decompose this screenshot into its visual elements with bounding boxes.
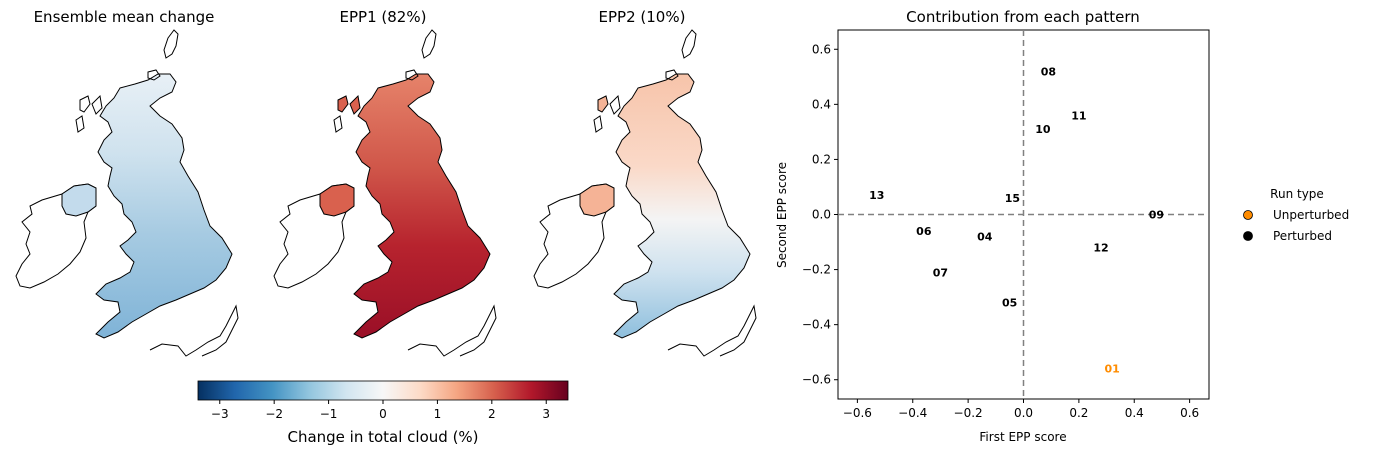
map-title: EPP2 (10%): [599, 8, 686, 26]
colorbar-gradient: [197, 380, 569, 401]
colorbar-tick-label: −3: [211, 407, 229, 421]
northern-ireland-region: [319, 183, 355, 217]
hebrides-outline: [79, 95, 91, 113]
map-epp1: EPP1 (82%): [273, 8, 497, 357]
hebrides-outline: [75, 115, 85, 133]
x-tick-label: 0.6: [1180, 406, 1199, 420]
scatter-plot: Contribution from each pattern −0.6 −0.4 −…: [775, 8, 1210, 444]
legend-marker: [1243, 210, 1253, 220]
hebrides-outline: [609, 95, 621, 115]
data-point-label: 01: [1104, 363, 1119, 376]
colorbar-tick-label: 1: [434, 407, 442, 421]
y-tick-label: −0.6: [802, 373, 831, 387]
x-tick-label: 0.4: [1125, 406, 1144, 420]
hebrides-outline: [597, 95, 609, 113]
hebrides-outline: [349, 95, 361, 115]
france-coast-outline: [149, 305, 239, 357]
northern-ireland-region: [579, 183, 615, 217]
legend-entry-label: Perturbed: [1273, 229, 1332, 243]
y-tick-label: −0.4: [802, 318, 831, 332]
france-coast-outline: [667, 305, 757, 357]
x-tick-label: −0.4: [898, 406, 927, 420]
hebrides-outline: [593, 115, 603, 133]
y-tick-label: −0.2: [802, 263, 831, 277]
data-point-label: 15: [1005, 192, 1020, 205]
data-point-label: 08: [1041, 65, 1056, 78]
x-tick-label: −0.6: [843, 406, 872, 420]
legend-title: Run type: [1270, 187, 1324, 201]
colorbar-tick-label: 2: [488, 407, 496, 421]
y-tick-label: 0.2: [812, 152, 831, 166]
data-point-label: 13: [869, 189, 884, 202]
data-point-label: 10: [1035, 123, 1051, 136]
colorbar-tick-label: −1: [320, 407, 338, 421]
colorbar-tick-label: −2: [265, 407, 283, 421]
hebrides-outline: [91, 95, 103, 115]
y-tick-label: 0.6: [812, 42, 831, 56]
y-tick-label: 0.4: [812, 97, 831, 111]
legend-entry-label: Unperturbed: [1273, 208, 1349, 222]
shetland-outline: [163, 29, 179, 59]
x-axis-label: First EPP score: [979, 430, 1066, 444]
data-point-label: 06: [916, 225, 932, 238]
data-point-label: 12: [1093, 242, 1108, 255]
data-point-label: 07: [933, 266, 948, 279]
x-tick-label: −0.2: [954, 406, 983, 420]
map-title: Ensemble mean change: [34, 8, 215, 26]
map-epp2: EPP2 (10%): [533, 8, 757, 357]
hebrides-outline: [337, 95, 349, 113]
great-britain-region: [95, 73, 233, 339]
france-coast-outline: [407, 305, 497, 357]
colorbar-label: Change in total cloud (%): [287, 428, 478, 446]
legend: Run type Unperturbed Perturbed: [1243, 187, 1349, 243]
data-point-label: 05: [1002, 297, 1017, 310]
data-point-label: 04: [977, 231, 993, 244]
northern-ireland-region: [61, 183, 97, 217]
legend-marker: [1243, 231, 1253, 241]
y-tick-label: 0.0: [812, 208, 831, 222]
scatter-title: Contribution from each pattern: [906, 8, 1140, 26]
y-axis-label: Second EPP score: [775, 162, 789, 268]
shetland-outline: [421, 29, 437, 59]
great-britain-region: [353, 73, 491, 339]
colorbar: −3 −2 −1 0 1 2 3 Change in total cloud (%): [197, 380, 569, 446]
x-tick-label: 0.0: [1014, 406, 1033, 420]
map-title: EPP1 (82%): [340, 8, 427, 26]
x-tick-label: 0.2: [1069, 406, 1088, 420]
hebrides-outline: [333, 115, 343, 133]
colorbar-tick-label: 0: [379, 407, 387, 421]
shetland-outline: [681, 29, 697, 59]
data-point-label: 11: [1071, 109, 1086, 122]
colorbar-tick-label: 3: [542, 407, 550, 421]
data-point-label: 09: [1149, 209, 1164, 222]
map-ensemble-mean: Ensemble mean change: [15, 8, 239, 357]
great-britain-region: [613, 73, 751, 339]
